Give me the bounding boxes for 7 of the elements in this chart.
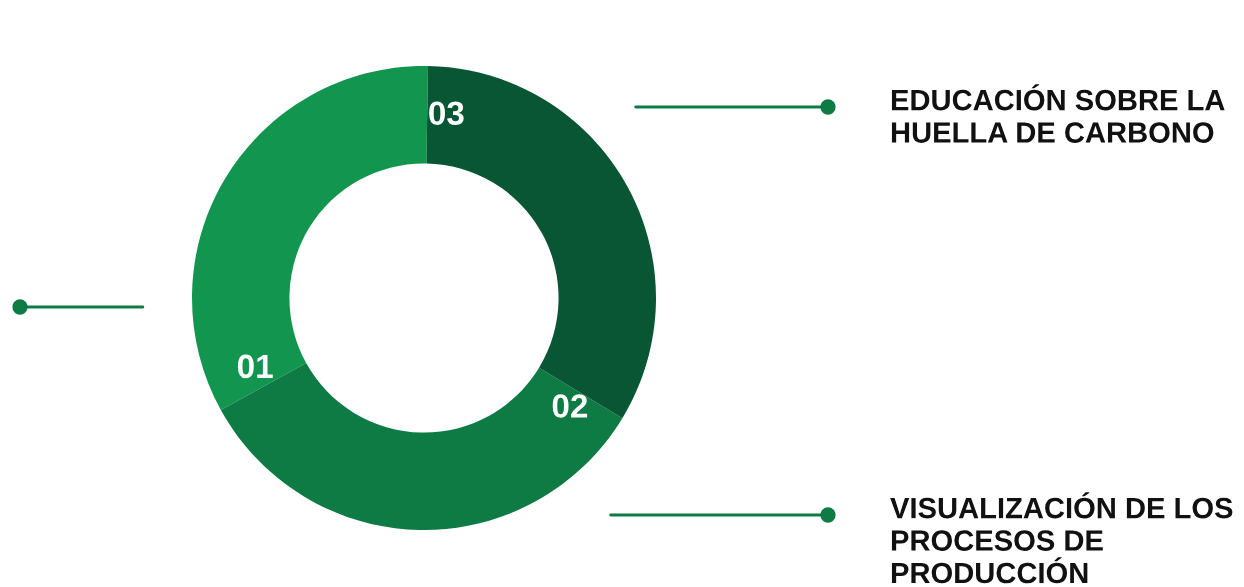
- slice-label: 01: [237, 354, 273, 379]
- donut-slice: [192, 66, 429, 411]
- slice-label: 02: [552, 394, 588, 418]
- slice-label: 03: [429, 101, 464, 126]
- text: EDUCACIÓN SOBRE LA HUELLA DE CARBONO: [891, 84, 1225, 143]
- text: VISUALIZACIÓN DE LOS PROCESOS DE PRODUCCIÓN: [890, 492, 1233, 584]
- donut-slice: [426, 66, 656, 419]
